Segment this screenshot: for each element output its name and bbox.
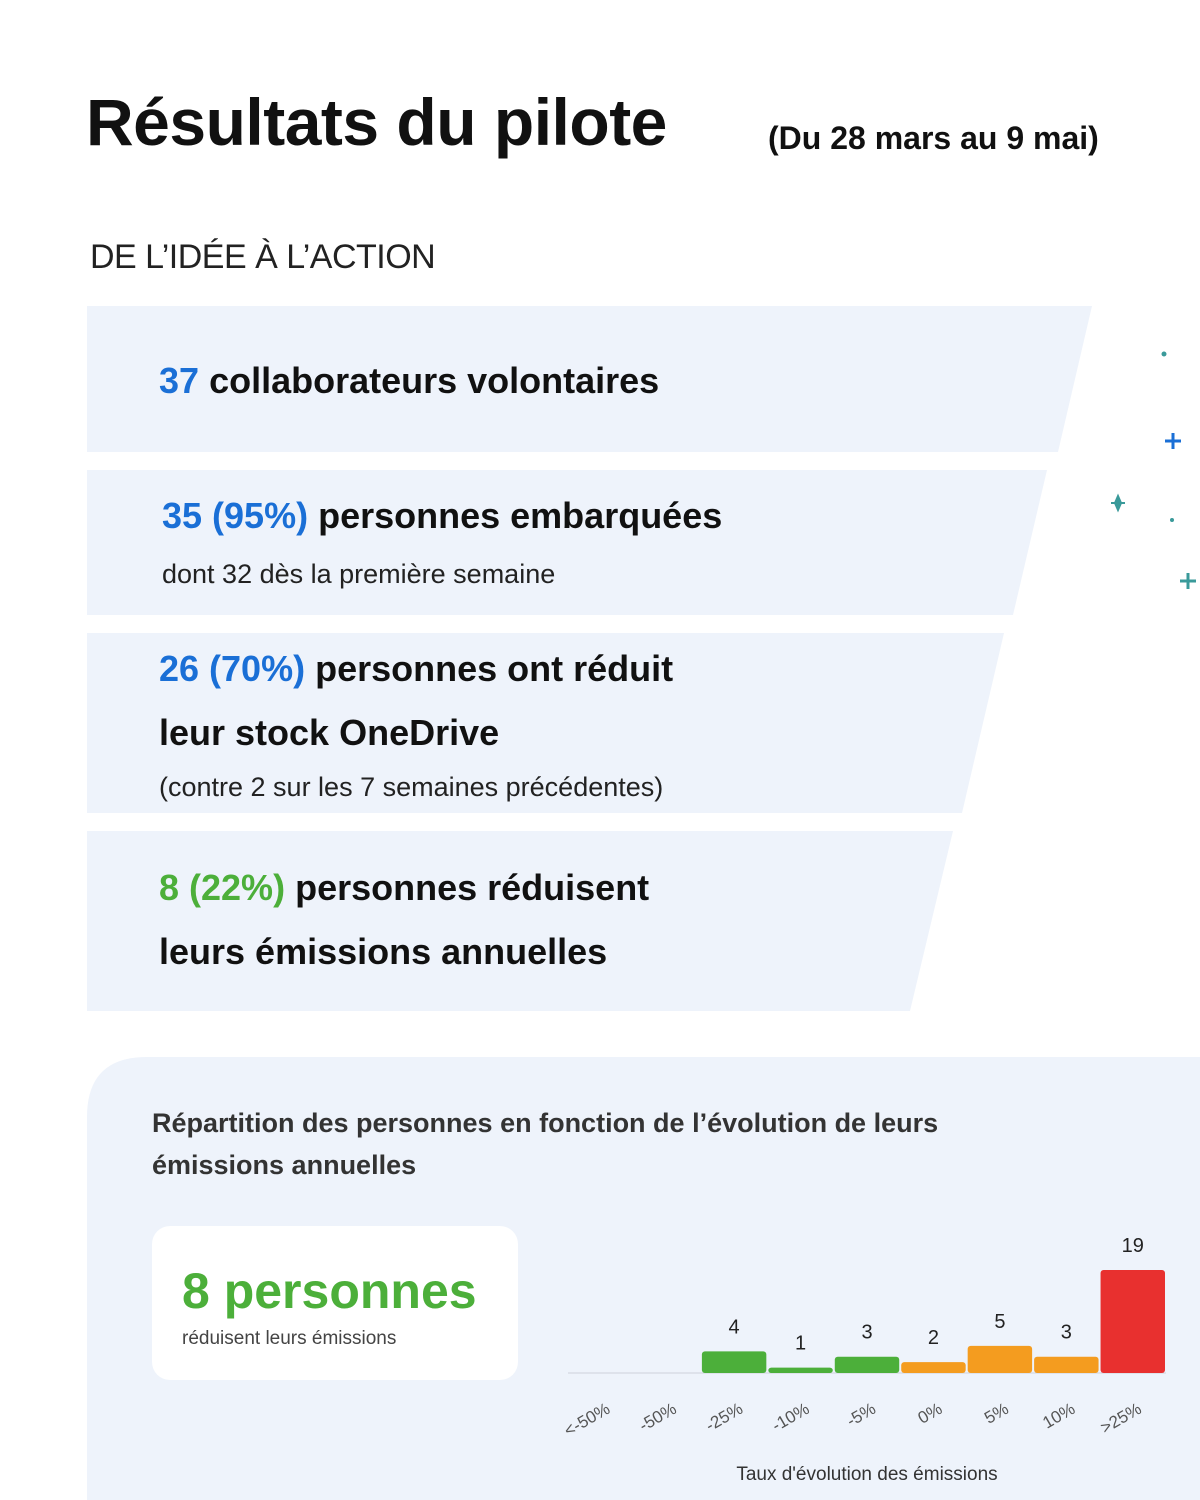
card-figure: 26 (70%) [159, 648, 306, 689]
panel-title-line: Répartition des personnes en fonction de… [152, 1108, 939, 1138]
x-tick-label: -50% [636, 1399, 680, 1435]
title: Résultats du pilote [86, 85, 667, 159]
panel-title-line: émissions annuelles [152, 1150, 417, 1180]
card-figure: 35 (95%) [162, 495, 309, 536]
card-bg [87, 831, 953, 1011]
card-figure: 8 (22%) [159, 867, 286, 908]
value-label: 1 [795, 1333, 806, 1355]
x-tick-label: 5% [981, 1399, 1012, 1428]
panel-title: Répartition des personnes en fonction de… [152, 1102, 938, 1186]
decor-dot [1170, 518, 1174, 522]
x-tick-label: 0% [915, 1399, 946, 1428]
bar [1034, 1356, 1099, 1373]
card-bg [87, 306, 1092, 452]
card-headline: 26 (70%) personnes ont réduit [159, 648, 673, 690]
decor-plus [1180, 573, 1196, 589]
bar [967, 1345, 1033, 1373]
value-label: 3 [1061, 1322, 1072, 1344]
value-label: 3 [861, 1322, 872, 1344]
card-figure: 37 [159, 360, 200, 401]
card-text: collaborateurs volontaires [209, 360, 660, 401]
value-label: 19 [1122, 1235, 1144, 1257]
value-label: 5 [994, 1311, 1005, 1333]
card-text: personnes embarquées [318, 495, 723, 536]
bar [834, 1356, 900, 1373]
card-text: personnes ont réduit [315, 648, 674, 689]
x-tick-label: -25% [702, 1399, 746, 1435]
card-headline: 8 (22%) personnes réduisent [159, 867, 649, 909]
value-label: 4 [729, 1316, 740, 1338]
panel-bg [87, 1057, 1200, 1500]
section-label: DE L’IDÉE À L’ACTION [90, 238, 436, 276]
card-text: personnes réduisent [295, 867, 650, 908]
x-tick-label: -5% [843, 1399, 879, 1431]
bar [701, 1351, 767, 1373]
bar [768, 1367, 833, 1373]
bar [1100, 1270, 1165, 1373]
card-note: dont 32 dès la première semaine [162, 559, 556, 589]
highlight-caption: réduisent leurs émissions [182, 1328, 397, 1349]
highlight-box: 8 personnes réduisent leurs émissions [152, 1226, 518, 1380]
subtitle: (Du 28 mars au 9 mai) [768, 120, 1099, 156]
x-tick-label: 10% [1039, 1399, 1078, 1432]
decor-plus [1165, 433, 1181, 449]
card-text: leur stock OneDrive [159, 712, 500, 753]
card-text: leurs émissions annuelles [159, 931, 608, 972]
highlight-figure: 8 personnes [182, 1263, 477, 1319]
x-axis-label: Taux d'évolution des émissions [736, 1464, 997, 1485]
card-headline: 35 (95%) personnes embarquées [162, 495, 722, 537]
card-bg [87, 633, 1004, 813]
bar [901, 1362, 966, 1373]
card-headline: 37 collaborateurs volontaires [159, 360, 659, 402]
card-note: (contre 2 sur les 7 semaines précédentes… [159, 772, 664, 802]
x-tick-label: -10% [769, 1399, 813, 1435]
x-tick-label: <-50% [561, 1399, 613, 1440]
x-tick-label: >25% [1097, 1399, 1145, 1437]
card-bg [87, 470, 1047, 615]
decor-dot [1161, 351, 1167, 357]
decor-star [1111, 493, 1125, 513]
value-label: 2 [928, 1327, 939, 1349]
